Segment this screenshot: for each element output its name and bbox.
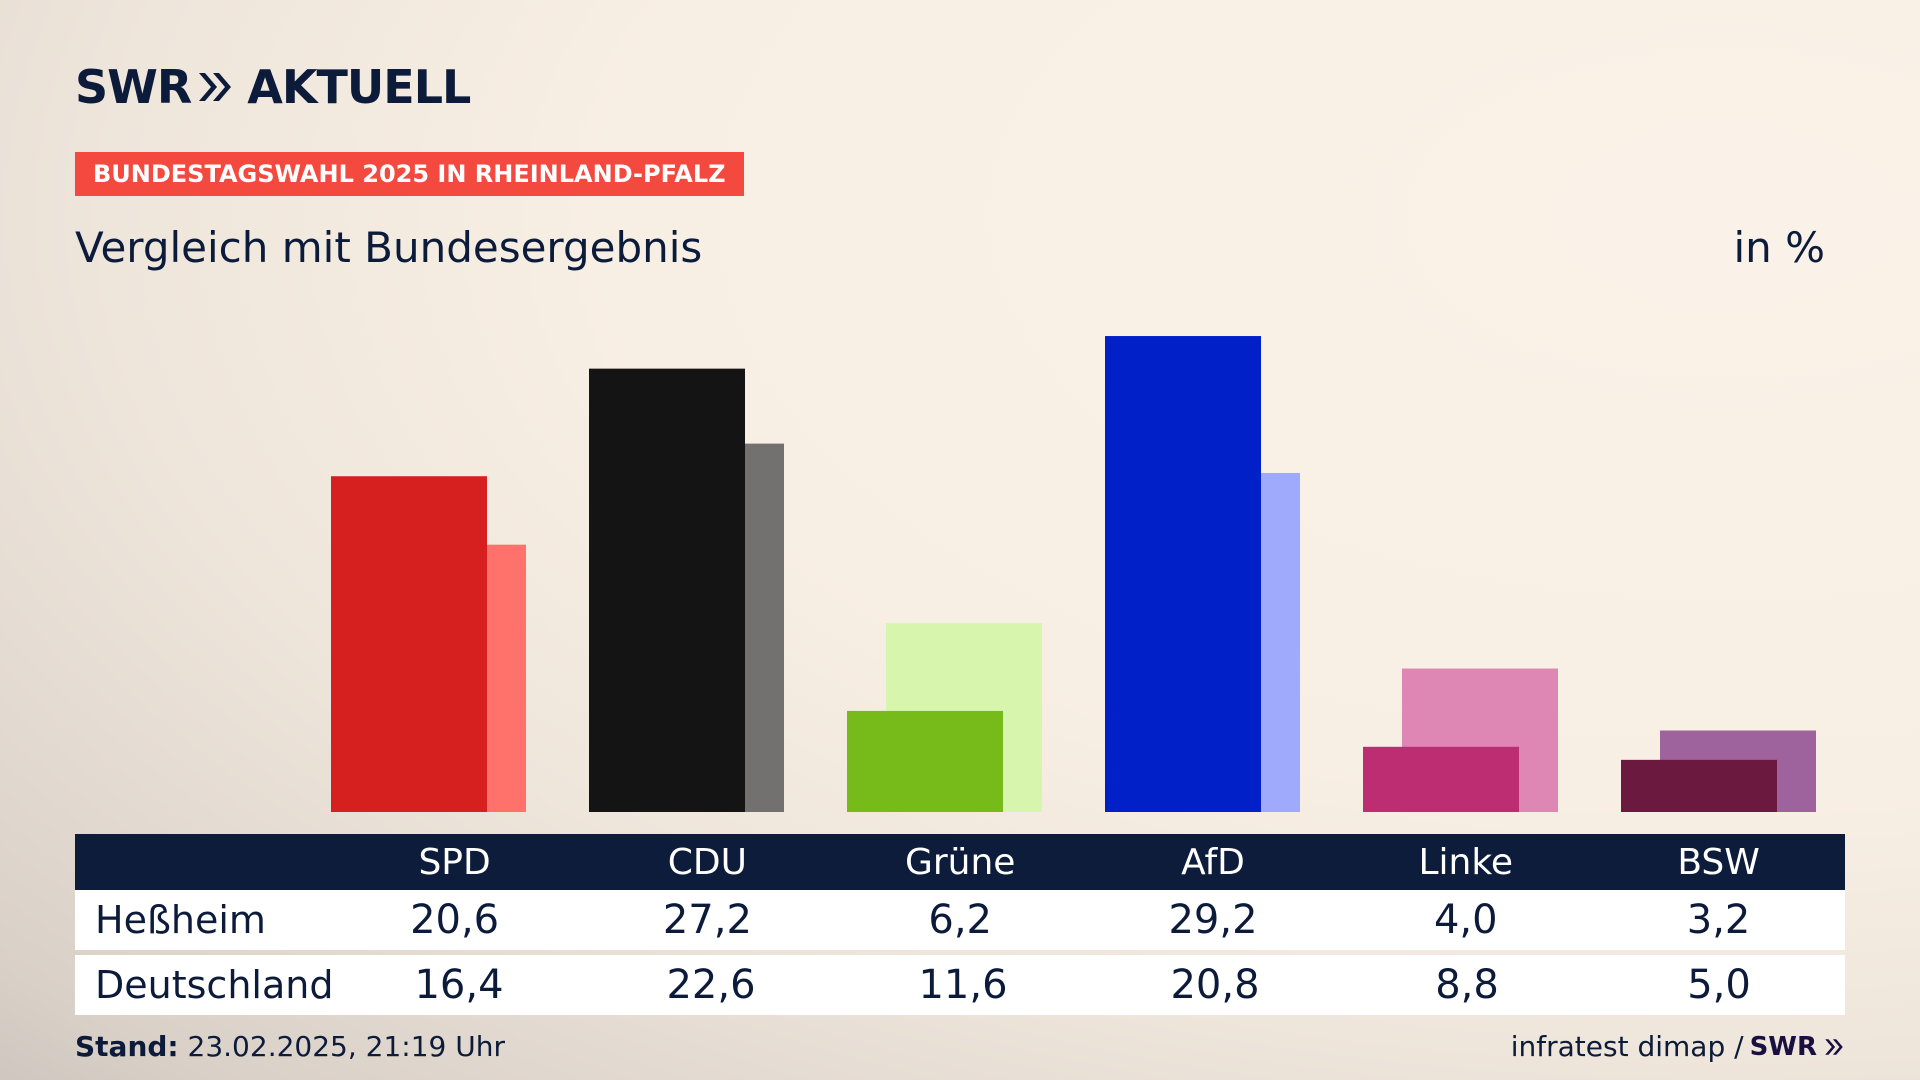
table-row-local: Heßheim 20,6 27,2 6,2 29,2 4,0 3,2 xyxy=(75,890,1845,950)
table-cell: 27,2 xyxy=(662,897,752,943)
table-header-afd: AfD xyxy=(1181,841,1245,883)
table-cell: 3,2 xyxy=(1686,897,1751,943)
table-header-row: SPD CDU Grüne AfD Linke BSW xyxy=(75,834,1845,890)
row-label-national: Deutschland xyxy=(95,963,334,1007)
bar-local-bsw xyxy=(1621,759,1777,812)
timestamp-label: Stand: xyxy=(75,1030,179,1063)
table-cell: 4,0 xyxy=(1433,897,1498,943)
timestamp: Stand: 23.02.2025, 21:19 Uhr xyxy=(75,1030,505,1063)
bar-local-gruene xyxy=(847,710,1003,812)
table-cell: 11,6 xyxy=(918,962,1008,1008)
double-chevron-icon xyxy=(199,73,232,101)
timestamp-value: 23.02.2025, 21:19 Uhr xyxy=(187,1030,505,1063)
table-cell: 8,8 xyxy=(1435,962,1499,1008)
table-header-linke: Linke xyxy=(1418,841,1514,883)
table-cell: 22,6 xyxy=(666,962,756,1008)
source-credit: infratest dimap / SWR xyxy=(1511,1030,1845,1063)
bar-local-afd xyxy=(1105,336,1261,812)
table-header-gruene: Grüne xyxy=(904,841,1016,883)
swr-aktuell-logo: SWR AKTUELL xyxy=(75,60,471,114)
row-label-local: Heßheim xyxy=(95,898,266,942)
election-badge: BUNDESTAGSWAHL 2025 IN RHEINLAND-PFALZ xyxy=(75,152,744,196)
table-cell: 20,8 xyxy=(1170,962,1260,1008)
table-cell: 29,2 xyxy=(1168,897,1258,943)
table-cell: 5,0 xyxy=(1687,962,1751,1008)
bar-local-linke xyxy=(1363,746,1519,812)
table-header-cdu: CDU xyxy=(667,841,747,883)
chart-subtitle: Vergleich mit Bundesergebnis xyxy=(75,223,703,272)
table-row-national: Deutschland 16,4 22,6 11,6 20,8 8,8 5,0 xyxy=(75,955,1845,1015)
results-table: SPD CDU Grüne AfD Linke BSW Heßheim 20,6… xyxy=(75,834,1845,1015)
bar-local-spd xyxy=(331,476,487,812)
table-cell: 16,4 xyxy=(414,962,504,1008)
unit-label: in % xyxy=(1733,223,1825,272)
table-header-spd: SPD xyxy=(418,841,491,883)
table-cell: 6,2 xyxy=(928,897,992,943)
logo-swr-text: SWR xyxy=(75,60,192,114)
footer-double-chevron-icon xyxy=(1825,1038,1843,1055)
footer-swr-logo-text: SWR xyxy=(1749,1031,1817,1062)
table-cell: 20,6 xyxy=(410,897,500,943)
table-header-bsw: BSW xyxy=(1677,841,1760,883)
bar-local-cdu xyxy=(589,368,745,812)
logo-aktuell-text: AKTUELL xyxy=(247,60,471,114)
source-text: infratest dimap / xyxy=(1510,1030,1744,1063)
